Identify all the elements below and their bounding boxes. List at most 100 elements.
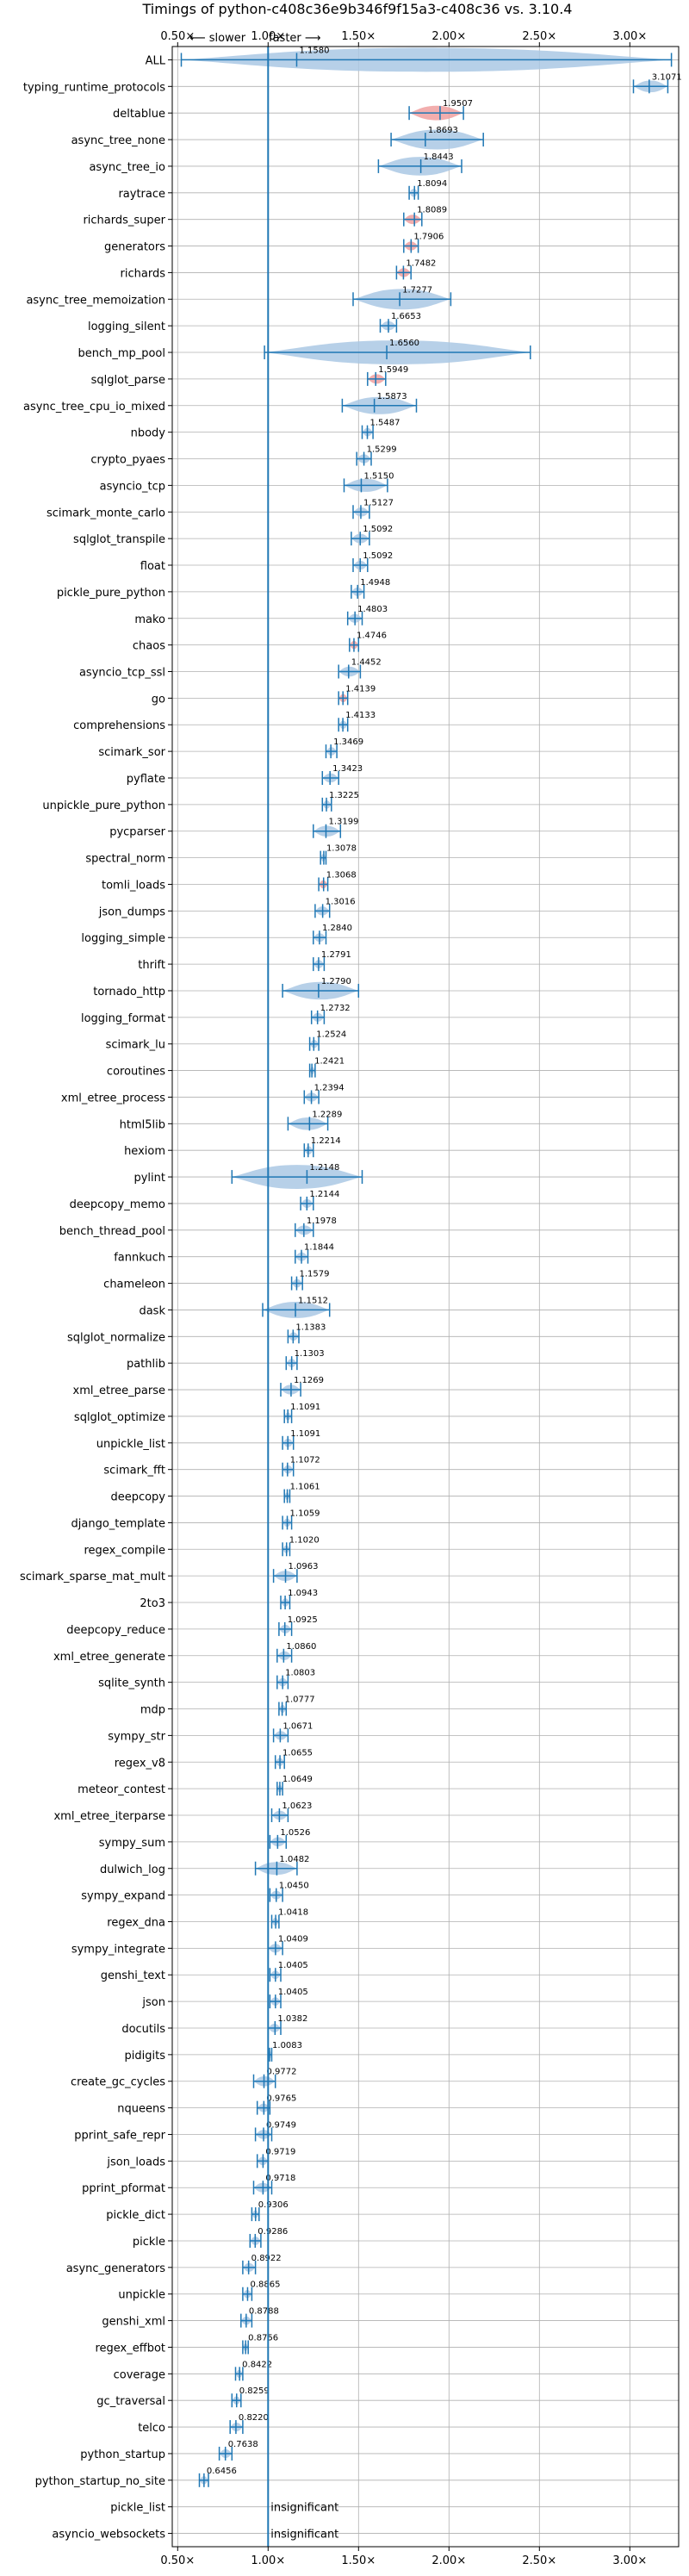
benchmark-label: raytrace xyxy=(118,188,165,201)
benchmark-label: crypto_pyaes xyxy=(90,454,165,467)
value-label: 1.0083 xyxy=(272,2041,302,2050)
benchmark-label: sqlglot_parse xyxy=(91,374,165,387)
value-label: 0.9286 xyxy=(258,2227,288,2237)
value-label: 1.1269 xyxy=(294,1376,324,1385)
value-label: 1.3423 xyxy=(332,764,363,774)
benchmark-label: deepcopy xyxy=(110,1491,165,1504)
value-label: 1.2214 xyxy=(311,1136,341,1146)
benchmark-label: logging_simple xyxy=(81,932,165,945)
x-tick-label-bottom: 2.50× xyxy=(522,2554,556,2567)
value-label: 1.2394 xyxy=(314,1083,344,1092)
benchmark-label: sqlglot_optimize xyxy=(74,1411,165,1424)
value-label: 1.0405 xyxy=(278,1961,308,1970)
benchmark-label: pylint xyxy=(133,1172,165,1185)
value-label: 1.1512 xyxy=(298,1296,328,1305)
chart-title: Timings of python-c408c36e9b346f9f15a3-c… xyxy=(142,1,573,17)
value-label: 1.2421 xyxy=(314,1057,344,1067)
benchmark-label: async_generators xyxy=(66,2262,166,2275)
value-label: 1.1844 xyxy=(304,1243,334,1253)
benchmark-label: regex_v8 xyxy=(115,1757,165,1770)
benchmark-label: deepcopy_memo xyxy=(70,1198,165,1211)
benchmark-label: pickle_list xyxy=(110,2502,165,2515)
value-label: 1.3199 xyxy=(328,818,358,827)
value-label: 1.0382 xyxy=(277,2014,307,2024)
value-label: 1.0963 xyxy=(289,1562,319,1571)
benchmark-label: json_dumps xyxy=(98,905,165,918)
value-label: 1.4452 xyxy=(351,658,382,668)
value-label: 1.0671 xyxy=(282,1721,313,1731)
value-label: 1.1303 xyxy=(295,1349,325,1359)
value-label: 1.1978 xyxy=(307,1216,337,1226)
benchmark-label: json_loads xyxy=(106,2156,165,2168)
benchmark-label: mdp xyxy=(140,1704,165,1717)
value-label: 1.0526 xyxy=(280,1828,310,1838)
value-label: 0.9306 xyxy=(258,2200,289,2210)
benchmark-label: tomli_loads xyxy=(102,879,165,892)
benchmark-label: async_tree_memoization xyxy=(26,294,165,307)
benchmark-label: unpickle_pure_python xyxy=(42,800,165,812)
benchmark-label: pickle_pure_python xyxy=(57,587,165,600)
value-label: 1.9507 xyxy=(443,99,473,109)
value-label: 1.8443 xyxy=(424,152,454,162)
value-label: 1.4948 xyxy=(360,578,390,588)
benchmark-label: sympy_sum xyxy=(99,1837,165,1850)
benchmark-label: ALL xyxy=(146,54,166,67)
value-label: 1.6560 xyxy=(389,339,419,348)
benchmark-label: richards xyxy=(121,267,166,280)
benchmark-label: float xyxy=(140,560,165,573)
benchmark-label: dask xyxy=(139,1304,165,1317)
value-label: 1.2790 xyxy=(321,977,351,986)
value-label: 0.9749 xyxy=(266,2120,296,2130)
benchmark-label: python_startup_no_site xyxy=(35,2475,165,2488)
benchmark-label: pickle xyxy=(133,2236,165,2249)
benchmark-label: meteor_contest xyxy=(78,1783,165,1796)
value-label: 1.0623 xyxy=(282,1801,312,1811)
x-tick-label-bottom: 2.00× xyxy=(431,2554,466,2567)
value-label: 1.8094 xyxy=(417,179,447,189)
benchmark-label: telco xyxy=(138,2422,165,2435)
benchmark-label: xml_etree_generate xyxy=(53,1651,165,1664)
benchmark-label: nbody xyxy=(131,427,166,440)
benchmark-label: go xyxy=(152,693,165,706)
benchmark-label: asyncio_tcp xyxy=(100,480,165,493)
x-tick-label-top: 0.50× xyxy=(160,30,195,43)
benchmark-label: genshi_xml xyxy=(102,2316,165,2329)
benchmark-label: create_gc_cycles xyxy=(71,2076,165,2089)
benchmark-label: async_tree_io xyxy=(89,161,165,174)
value-label: 0.9765 xyxy=(266,2094,296,2104)
value-label: 1.0655 xyxy=(282,1748,313,1758)
value-label: 1.5150 xyxy=(363,471,394,481)
benchmark-label: sympy_expand xyxy=(81,1890,165,1903)
value-label: 1.4139 xyxy=(345,684,376,694)
x-tick-label-top: 1.00× xyxy=(251,30,285,43)
x-tick-label-bottom: 3.00× xyxy=(612,2554,647,2567)
benchmark-label: chameleon xyxy=(103,1279,165,1291)
benchmark-label: hexiom xyxy=(124,1145,165,1158)
benchmark-label: async_tree_cpu_io_mixed xyxy=(23,401,165,414)
benchmark-label: scimark_sparse_mat_mult xyxy=(20,1571,165,1584)
benchmark-label: regex_compile xyxy=(84,1544,165,1557)
benchmark-label: logging_format xyxy=(81,1012,165,1025)
value-label: 1.4746 xyxy=(357,632,387,641)
value-label: 1.0649 xyxy=(282,1775,313,1784)
value-label: 1.2289 xyxy=(312,1110,342,1119)
x-tick-label-bottom: 1.50× xyxy=(341,2554,376,2567)
benchmark-label: nqueens xyxy=(117,2103,165,2116)
benchmark-label: pprint_safe_repr xyxy=(74,2129,165,2142)
benchmark-label: unpickle xyxy=(118,2289,165,2302)
benchmark-label: generators xyxy=(104,241,165,254)
benchmark-label: bench_thread_pool xyxy=(59,1225,165,1238)
value-label: 1.0418 xyxy=(278,1908,308,1918)
value-label: 1.1091 xyxy=(290,1403,320,1412)
value-label: 1.0925 xyxy=(288,1615,318,1625)
value-label: 1.7906 xyxy=(413,233,444,242)
x-tick-label-top: 2.50× xyxy=(522,30,556,43)
benchmark-label: xml_etree_process xyxy=(61,1092,165,1104)
insignificant-note: insignificant xyxy=(270,2502,338,2515)
value-label: 1.7277 xyxy=(402,285,432,295)
value-label: 0.6456 xyxy=(207,2467,237,2476)
value-label: 1.5299 xyxy=(367,445,397,455)
benchmark-label: bench_mp_pool xyxy=(78,347,165,360)
x-tick-label-top: 1.50× xyxy=(341,30,376,43)
value-label: 1.8693 xyxy=(428,126,458,135)
